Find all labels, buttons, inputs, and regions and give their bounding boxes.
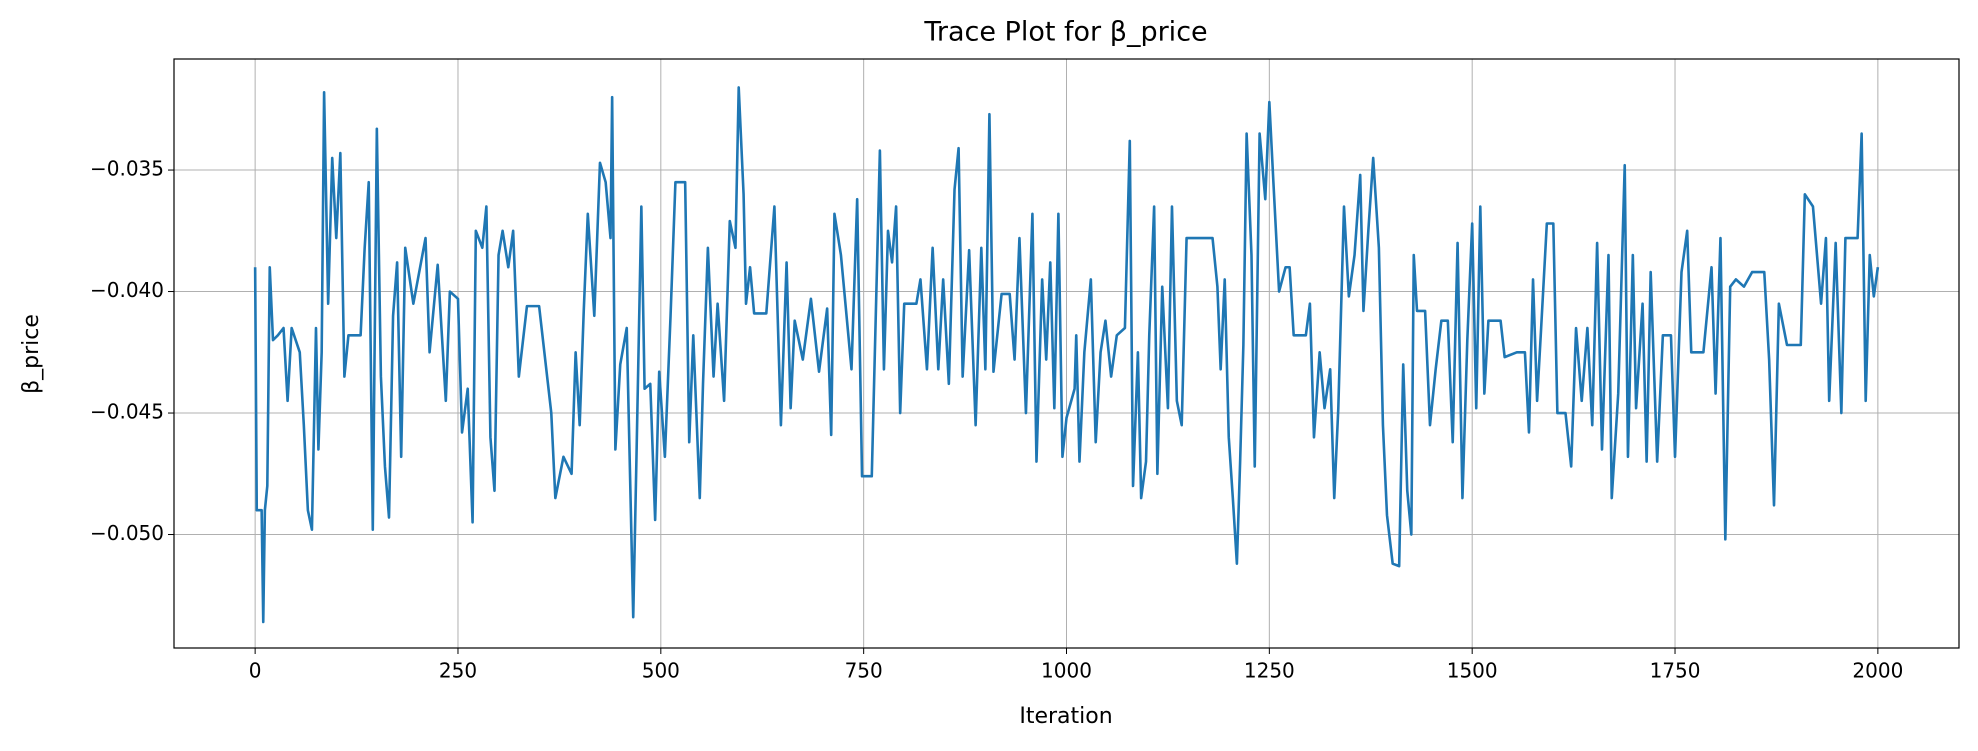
plot-frame — [173, 58, 1960, 649]
x-tick-label: 750 — [845, 659, 883, 683]
x-axis-label: Iteration — [1019, 704, 1112, 729]
y-tick-label: −0.040 — [90, 278, 164, 302]
x-tick-label: 0 — [249, 659, 262, 683]
y-axis-label: β_price — [19, 314, 44, 394]
y-tick-label: −0.035 — [90, 157, 164, 181]
x-tick-label: 1500 — [1447, 659, 1498, 683]
x-tick-label: 1000 — [1041, 659, 1092, 683]
trace-line — [253, 86, 1880, 624]
y-tick-label: −0.050 — [90, 521, 164, 545]
x-tick-label: 250 — [439, 659, 477, 683]
x-tick-label: 2000 — [1852, 659, 1903, 683]
x-tick-label: 1250 — [1244, 659, 1295, 683]
chart-title: Trace Plot for β_price — [923, 17, 1207, 48]
x-tick-label: 1750 — [1650, 659, 1701, 683]
y-tick-label: −0.045 — [90, 400, 164, 424]
x-tick-label: 500 — [642, 659, 680, 683]
